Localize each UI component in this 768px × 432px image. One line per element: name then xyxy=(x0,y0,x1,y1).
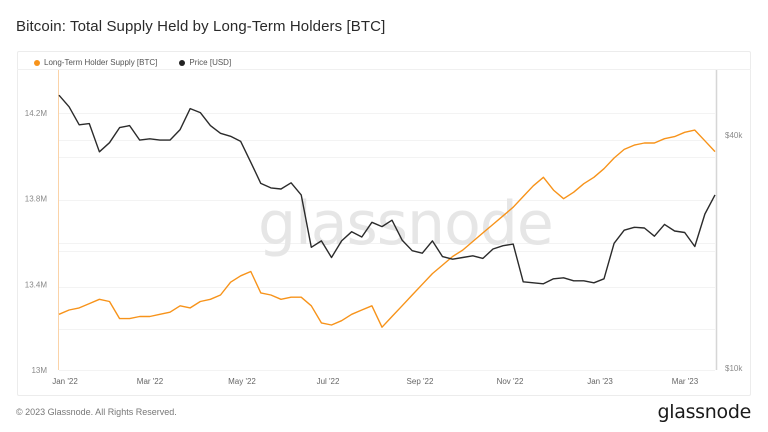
legend-dot-icon xyxy=(179,59,186,66)
left-axis-ticks: 13M 13.4M 13.8M 14.2M xyxy=(25,109,48,375)
copyright-footer: © 2023 Glassnode. All Rights Reserved. xyxy=(16,407,177,417)
svg-text:May '22: May '22 xyxy=(228,377,256,386)
svg-text:Mar '23: Mar '23 xyxy=(672,377,699,386)
glassnode-logo[interactable]: glassnode xyxy=(657,401,752,423)
x-axis-ticks: Jan '22 Mar '22 May '22 Jul '22 Sep '22 Nov '… xyxy=(52,377,699,386)
chart-title: Bitcoin: Total Supply Held by Long-Term … xyxy=(16,18,386,35)
svg-text:13.4M: 13.4M xyxy=(25,280,48,289)
right-axis-ticks: $10k $40k xyxy=(725,131,743,373)
svg-text:Jan '22: Jan '22 xyxy=(52,377,78,386)
svg-text:Jan '23: Jan '23 xyxy=(587,377,613,386)
legend-divider xyxy=(17,69,751,70)
legend-item-price[interactable]: Price [USD] xyxy=(179,58,231,67)
legend-label: Long-Term Holder Supply [BTC] xyxy=(44,58,158,67)
svg-text:Mar '22: Mar '22 xyxy=(137,377,164,386)
gridlines xyxy=(59,113,715,371)
svg-text:13.8M: 13.8M xyxy=(25,195,48,204)
svg-text:13M: 13M xyxy=(31,366,47,375)
svg-text:14.2M: 14.2M xyxy=(25,109,48,118)
svg-text:Nov '22: Nov '22 xyxy=(497,377,524,386)
legend-label: Price [USD] xyxy=(189,58,232,67)
svg-text:Jul '22: Jul '22 xyxy=(317,377,340,386)
svg-text:$10k: $10k xyxy=(725,364,743,373)
price-line xyxy=(58,94,716,285)
legend-dot-icon xyxy=(34,59,40,66)
chart-card xyxy=(17,51,751,396)
legend-item-lth-supply[interactable]: Long-Term Holder Supply [BTC] xyxy=(34,58,157,67)
svg-text:$40k: $40k xyxy=(725,131,743,140)
chart-legend: Long-Term Holder Supply [BTC] Price [USD… xyxy=(34,58,231,67)
lth-supply-line xyxy=(58,129,716,328)
svg-text:Sep '22: Sep '22 xyxy=(407,377,434,386)
